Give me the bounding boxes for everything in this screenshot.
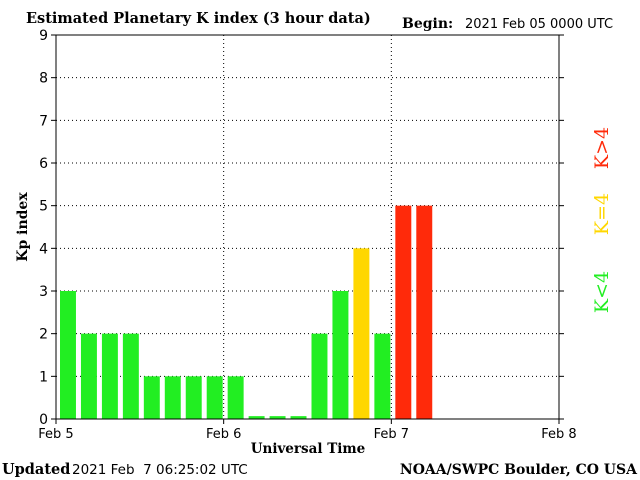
legend-mid: K=4 [591, 193, 613, 235]
y-ticks: 0 1 2 3 4 5 6 7 8 9 [39, 28, 564, 428]
plot-frame [55, 34, 560, 420]
chart-title: Estimated Planetary K index (3 hour data… [26, 10, 371, 27]
x-tick-label: Feb 6 [206, 427, 241, 442]
kp-bar [206, 376, 223, 419]
kp-bar [80, 333, 97, 419]
kp-bar [269, 416, 286, 419]
kp-bar [60, 291, 76, 419]
kp-bar [395, 205, 412, 419]
y-tick-label: 0 [39, 412, 48, 428]
y-tick-label: 2 [39, 327, 48, 343]
kp-bar [374, 333, 391, 419]
kp-bar [185, 376, 202, 419]
kp-bar [101, 333, 118, 419]
x-axis-label: Universal Time [251, 441, 366, 457]
y-tick-label: 6 [39, 156, 48, 172]
x-tick-label: Feb 7 [374, 427, 409, 442]
kp-bar [143, 376, 160, 419]
x-tick-label: Feb 8 [541, 427, 576, 442]
legend-low: K<4 [591, 271, 613, 313]
updated-value: 2021 Feb 7 06:25:02 UTC [72, 462, 248, 478]
legend-high: K>4 [591, 127, 613, 169]
y-tick-label: 7 [39, 113, 48, 129]
y-tick-label: 4 [39, 241, 48, 257]
x-tick-label: Feb 5 [38, 427, 73, 442]
x-ticks: Feb 5 Feb 6 Feb 7 Feb 8 [38, 419, 577, 442]
y-tick-label: 8 [39, 71, 48, 87]
grid-lines [56, 35, 559, 419]
y-tick-label: 5 [39, 199, 48, 215]
kp-bar [353, 248, 370, 419]
begin-label: Begin: [402, 16, 453, 32]
y-tick-label: 9 [39, 28, 48, 44]
kp-bar [311, 333, 328, 419]
bars [60, 205, 433, 419]
kp-bar [164, 376, 181, 419]
kp-bar [227, 376, 244, 419]
begin-value: 2021 Feb 05 0000 UTC [465, 17, 613, 32]
kp-bar [122, 333, 139, 419]
kp-bar [248, 416, 265, 419]
updated-label: Updated [2, 461, 70, 478]
kp-bar [290, 416, 307, 419]
y-tick-label: 1 [39, 369, 48, 385]
kp-bar [416, 205, 433, 419]
y-axis-label: Kp index [15, 192, 31, 262]
y-tick-label: 3 [39, 284, 48, 300]
source-credit: NOAA/SWPC Boulder, CO USA [400, 462, 638, 478]
kp-bar [332, 291, 349, 419]
